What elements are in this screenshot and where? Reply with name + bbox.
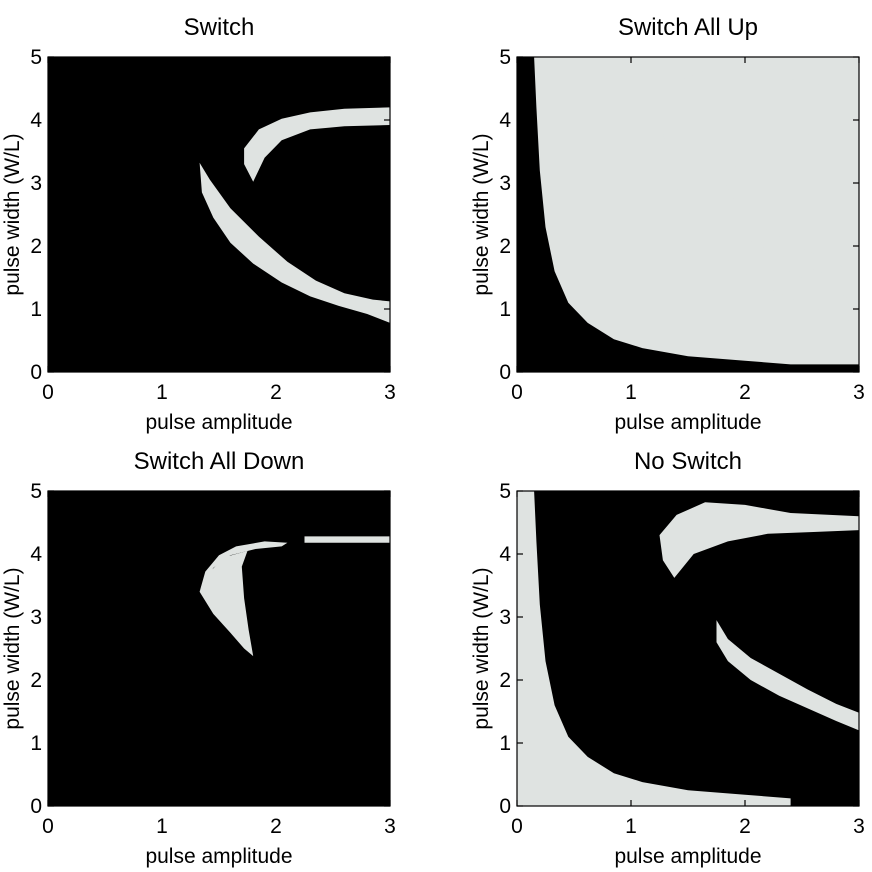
x-tick-label: 1 [625,381,637,404]
axes-frame [516,56,860,373]
x-tick-label: 0 [511,815,523,838]
axes-frame [516,490,860,807]
subplot-4: 0 1 2 3 0 1 2 3 4 5 No Switch pulse amplitude pulse … [470,448,865,868]
x-tick-label: 0 [42,381,54,404]
region-lower-band [716,620,859,731]
axes-frame [47,490,391,807]
y-tick-label: 1 [499,732,511,755]
y-axis-label: pulse width (W/L) [1,567,24,729]
y-tick-label: 5 [30,46,42,69]
y-tick-label: 3 [499,606,511,629]
region-hook [199,541,288,592]
subplot-3: 0 1 2 3 0 1 2 3 4 5 Switch All Down pulse amplitude… [1,448,396,868]
x-tick-label: 0 [511,381,523,404]
y-axis-label: pulse width (W/L) [470,567,493,729]
chart-title: Switch [184,14,255,41]
y-tick-label: 3 [30,606,42,629]
y-tick-label: 0 [499,361,511,384]
subplot-1: 0 1 2 3 0 1 2 3 4 5 Switch pulse amplitude pulse wid… [1,14,396,434]
y-tick-label: 5 [499,480,511,503]
y-axis-label: pulse width (W/L) [1,133,24,295]
y-tick-label: 1 [499,298,511,321]
chart-title: No Switch [634,448,742,475]
y-tick-label: 5 [30,480,42,503]
y-tick-label: 4 [30,109,42,132]
x-tick-label: 2 [739,381,751,404]
x-tick-label: 3 [384,815,396,838]
y-tick-label: 3 [30,172,42,195]
x-tick-label: 2 [739,815,751,838]
region-upper-crescent [244,107,390,182]
y-tick-label: 5 [499,46,511,69]
y-tick-label: 2 [30,235,42,258]
y-tick-label: 4 [499,543,511,566]
x-tick-label: 3 [384,381,396,404]
region-left-light-region [517,491,791,806]
chart-title: Switch All Down [134,448,305,475]
x-axis-label: pulse amplitude [145,411,292,434]
x-tick-label: 2 [270,815,282,838]
regions [199,536,390,657]
x-tick-label: 0 [42,815,54,838]
region-upper-crescent [659,502,859,578]
x-axis-label: pulse amplitude [614,845,761,868]
regions [534,57,859,365]
x-tick-label: 1 [156,815,168,838]
x-axis-label: pulse amplitude [145,845,292,868]
x-tick-label: 1 [156,381,168,404]
region-lower-band [199,162,390,323]
x-axis-label: pulse amplitude [614,411,761,434]
x-tick-label: 3 [853,815,865,838]
y-tick-label: 1 [30,732,42,755]
region-inner-light-region [725,129,859,275]
y-tick-label: 2 [499,669,511,692]
y-tick-label: 0 [499,795,511,818]
plot-area [48,491,390,806]
region-hook-body [199,550,254,657]
chart-title: Switch All Up [618,14,758,41]
x-tick-label: 1 [625,815,637,838]
y-tick-label: 0 [30,795,42,818]
y-tick-label: 2 [30,669,42,692]
y-tick-label: 2 [499,235,511,258]
region-inner-light-stripe [745,238,859,303]
x-tick-label: 2 [270,381,282,404]
x-tick-label: 3 [853,381,865,404]
y-tick-label: 1 [30,298,42,321]
regions [517,491,859,806]
regions [199,107,390,323]
y-axis-label: pulse width (W/L) [470,133,493,295]
y-tick-label: 0 [30,361,42,384]
y-tick-label: 4 [30,543,42,566]
region-upper-line [304,536,390,543]
y-tick-label: 4 [499,109,511,132]
y-tick-label: 3 [499,172,511,195]
subplot-2: 0 1 2 3 0 1 2 3 4 5 Switch All Up pulse amplitude pu… [470,14,865,434]
axes-frame [47,56,391,373]
